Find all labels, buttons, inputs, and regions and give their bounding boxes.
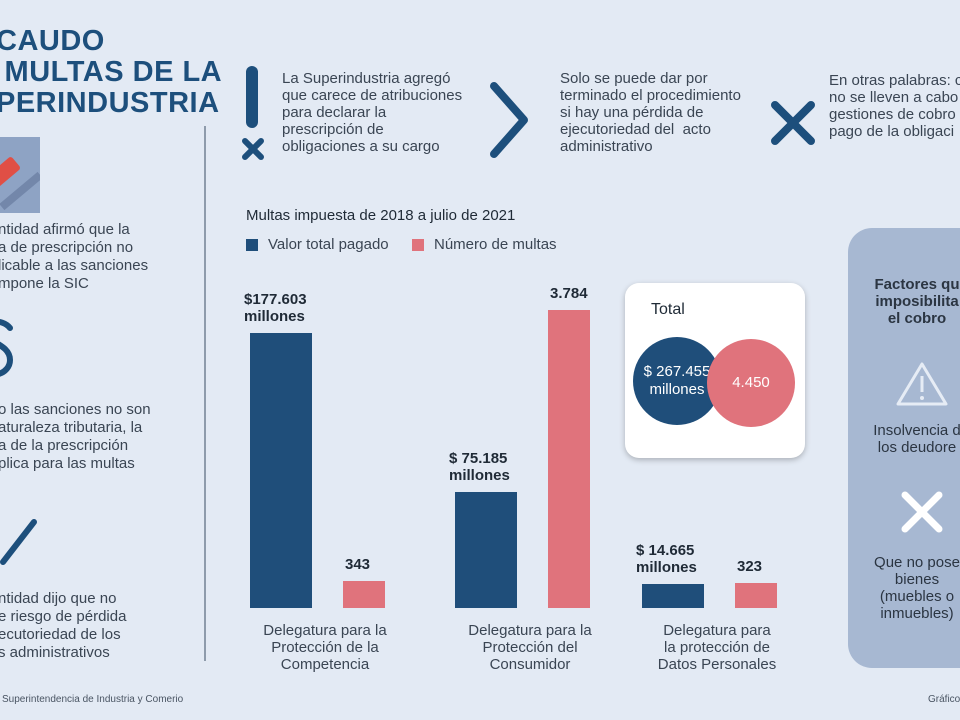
sidebar-note-1: ntidad afirmó que la a de prescripción n… xyxy=(0,221,149,292)
category-label: Delegatura para la Protección de la Comp… xyxy=(263,622,387,673)
top-note-2: Solo se puede dar por terminado el proce… xyxy=(560,70,741,155)
data-label: 323 xyxy=(737,557,763,575)
top-note-1: La Superindustria agregó que carece de a… xyxy=(282,70,463,155)
bar-value-0 xyxy=(250,333,312,608)
bar-count-2 xyxy=(735,582,777,608)
check-icon xyxy=(0,512,40,572)
data-label: $ 75.185 millones xyxy=(449,449,510,484)
top-note-3: En otras palabras: c no se lleven a cabo… xyxy=(829,72,960,140)
credit-footer: Gráfico xyxy=(928,694,960,705)
bar-count-0 xyxy=(343,580,385,608)
bar-value-1 xyxy=(455,491,517,608)
total-label: Total xyxy=(651,301,685,318)
legend-item-count: Número de multas xyxy=(412,236,557,253)
factor-2: Que no pose bienes (muebles o inmuebles) xyxy=(874,554,960,622)
legend-label: Valor total pagado xyxy=(268,236,389,253)
category-label: Delegatura para la protección de Datos P… xyxy=(657,622,777,673)
legend-item-value: Valor total pagado xyxy=(246,236,389,253)
source-footer: Superintendencia de Industria y Comerio xyxy=(2,694,184,705)
legend-swatch xyxy=(246,238,258,251)
bar-value-2 xyxy=(642,584,704,608)
x-icon xyxy=(770,100,816,151)
total-value-circle: $ 267.455 millones xyxy=(633,337,721,425)
bar-count-1 xyxy=(548,310,590,608)
factors-title: Factores qu imposibilita el cobro xyxy=(874,276,960,327)
page-title: CAUDO MULTAS DE LA PERINDUSTRIA xyxy=(0,25,223,119)
factor-1: Insolvencia d los deudore xyxy=(873,422,960,456)
data-label: 3.784 xyxy=(550,285,588,302)
legend-swatch xyxy=(412,238,424,251)
data-label: $ 14.665 millones xyxy=(636,542,697,576)
data-label: $177.603 millones xyxy=(244,291,307,325)
sidebar-note-2: o las sanciones no son aturaleza tributa… xyxy=(0,401,151,472)
legend-label: Número de multas xyxy=(434,236,557,253)
warning-icon xyxy=(896,362,948,406)
total-value: $ 267.455 millones xyxy=(643,363,711,398)
chart-title: Multas impuesta de 2018 a julio de 2021 xyxy=(246,207,516,224)
total-count: 4.450 xyxy=(732,374,770,391)
total-card: Total $ 267.455 millones 4.450 xyxy=(625,283,805,458)
data-label: 343 xyxy=(345,555,371,573)
sidebar-note-3: ntidad dijo que no e riesgo de pérdida e… xyxy=(0,590,127,661)
category-label: Delegatura para la Protección del Consum… xyxy=(468,622,592,673)
chevron-right-icon xyxy=(486,80,532,165)
divider xyxy=(204,126,206,661)
total-count-circle: 4.450 xyxy=(707,339,795,427)
gavel-icon xyxy=(0,137,40,213)
factors-panel: Factores qu imposibilita el cobro Insolv… xyxy=(848,228,960,668)
x-icon xyxy=(901,491,943,533)
exclamation-x-icon xyxy=(240,66,266,162)
dollar-icon xyxy=(0,310,16,390)
